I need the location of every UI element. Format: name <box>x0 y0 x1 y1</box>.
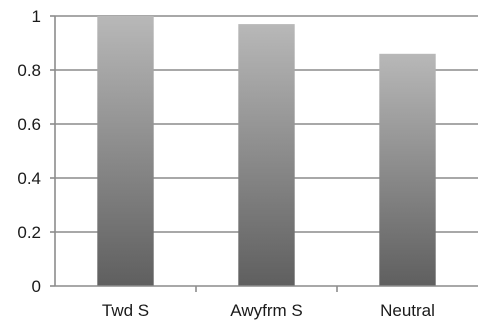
axes <box>50 15 478 292</box>
x-category-label: Awyfrm S <box>230 301 302 320</box>
x-category-label: Twd S <box>102 301 149 320</box>
labels: 0 0.2 0.4 0.6 0.8 1 Twd S Awyfrm S Neutral <box>17 7 435 320</box>
bar-0 <box>97 16 154 286</box>
y-tick-label: 0.4 <box>17 169 41 188</box>
x-category-label: Neutral <box>380 301 435 320</box>
bar-1 <box>238 24 295 286</box>
y-tick-label: 1 <box>32 7 41 26</box>
bars <box>97 16 436 286</box>
y-tick-label: 0.6 <box>17 115 41 134</box>
y-tick-label: 0.2 <box>17 223 41 242</box>
y-tick-label: 0.8 <box>17 61 41 80</box>
bar-2 <box>379 53 436 286</box>
y-tick-label: 0 <box>32 277 41 296</box>
